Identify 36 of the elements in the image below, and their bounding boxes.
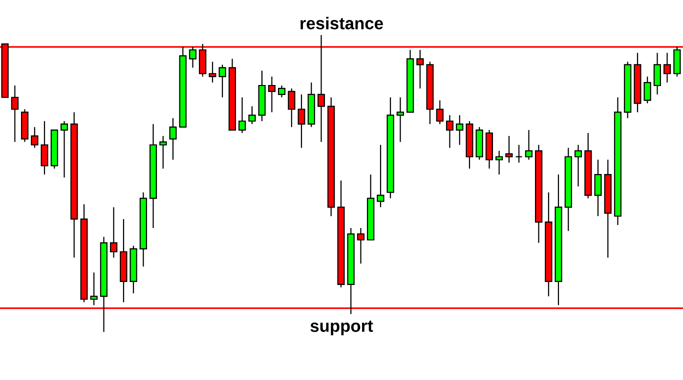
- ref-line-label: resistance: [300, 16, 383, 30]
- candlestick: [594, 159, 602, 217]
- candlestick: [278, 84, 286, 98]
- candlestick: [663, 52, 671, 84]
- candlestick: [208, 61, 216, 84]
- candlestick: [376, 144, 384, 208]
- candlestick: [416, 49, 424, 90]
- candlestick: [110, 206, 118, 258]
- candlestick: [298, 94, 306, 148]
- candlestick: [446, 114, 454, 148]
- candlestick: [456, 114, 464, 146]
- candlestick: [159, 135, 167, 170]
- candlestick: [218, 64, 226, 98]
- candlestick: [357, 227, 364, 264]
- candlestick: [248, 106, 256, 125]
- candlestick: [505, 135, 513, 164]
- candlestick: [40, 120, 48, 176]
- candlestick: [436, 100, 444, 125]
- candlestick: [574, 144, 582, 187]
- candlestick: [495, 150, 503, 176]
- candlestick: [673, 46, 681, 78]
- candlestick: [90, 272, 98, 306]
- candlestick: [11, 84, 19, 142]
- candlestick: [654, 52, 662, 95]
- candlestick: [189, 46, 196, 68]
- candlestick: [525, 129, 533, 160]
- candlestick: [169, 118, 177, 160]
- ref-line-label: support: [310, 320, 373, 336]
- candlestick: [268, 76, 276, 113]
- candlestick: [60, 120, 68, 178]
- candlestick: [238, 96, 246, 134]
- candlestick: [288, 88, 296, 128]
- candlestick: [515, 144, 523, 164]
- candlestick: [30, 126, 38, 148]
- candlestick: [396, 96, 404, 142]
- candlestick: [644, 76, 652, 104]
